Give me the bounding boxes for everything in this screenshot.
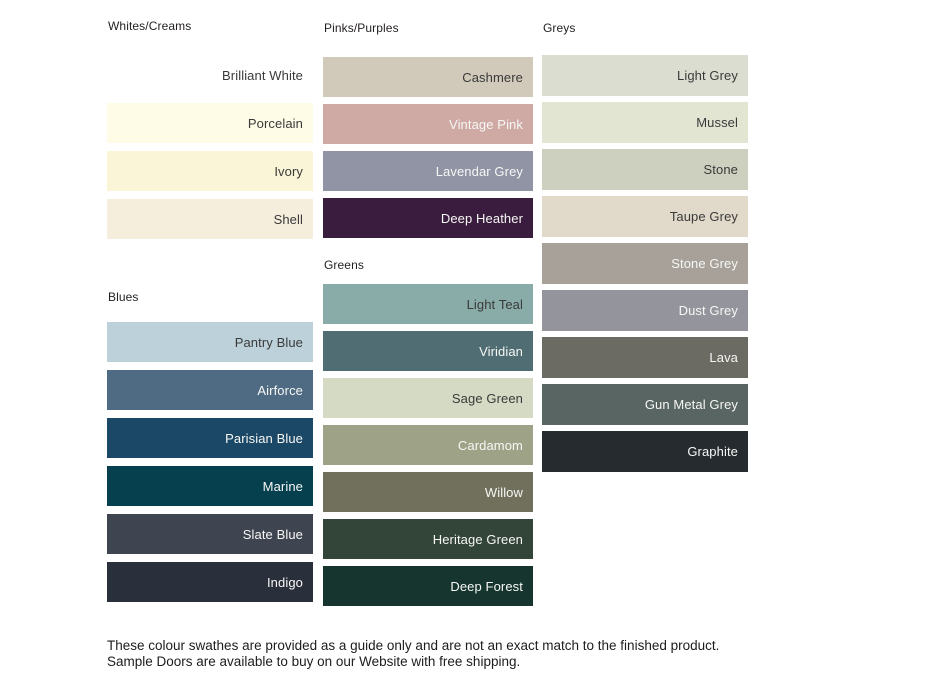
swatch-label-dust-grey: Dust Grey	[678, 303, 738, 318]
swatch-gun-metal-grey: Gun Metal Grey	[542, 384, 748, 425]
swatch-label-willow: Willow	[484, 484, 523, 500]
section-title-greens: Greens	[324, 258, 364, 272]
swatch-indigo: Indigo	[107, 562, 313, 602]
swatch-pantry-blue: Pantry Blue	[107, 322, 313, 362]
swatch-label-porcelain: Porcelain	[247, 115, 303, 131]
swatch-ivory: Ivory	[107, 151, 313, 191]
swatch-lavendar-grey: Lavendar Grey	[323, 151, 533, 191]
swatch-label-slate-blue: Slate Blue	[242, 526, 303, 542]
swatch-label-cardamom: Cardamom	[457, 437, 523, 453]
swatch-label-viridian: Viridian	[479, 343, 523, 359]
column-pinks-greens: Pinks/Purples Cashmere Vintage Pink Lavenda…	[323, 0, 533, 700]
swatch-porcelain: Porcelain	[107, 103, 313, 143]
section-title-pinks-purples: Pinks/Purples	[324, 21, 399, 35]
swatch-label-shell: Shell	[273, 211, 303, 227]
swatch-label-deep-heather: Deep Heather	[440, 210, 523, 226]
swatch-label-airforce: Airforce	[257, 382, 303, 398]
swatch-brilliant-white: Brilliant White	[107, 55, 313, 95]
column-greys: Greys Light Grey Mussel Stone Taupe Grey Ston…	[542, 0, 748, 700]
swatch-label-stone: Stone	[703, 162, 738, 177]
swatch-stone: Stone	[542, 149, 748, 190]
footer-disclaimer: These colour swathes are provided as a g…	[107, 638, 720, 670]
swatch-taupe-grey: Taupe Grey	[542, 196, 748, 237]
swatch-slate-blue: Slate Blue	[107, 514, 313, 554]
swatch-label-mussel: Mussel	[696, 115, 738, 130]
swatch-label-cashmere: Cashmere	[462, 69, 523, 85]
swatch-label-deep-forest: Deep Forest	[450, 578, 523, 594]
swatch-label-indigo: Indigo	[266, 574, 303, 590]
section-title-greys: Greys	[543, 21, 576, 35]
swatch-marine: Marine	[107, 466, 313, 506]
swatch-label-heritage-green: Heritage Green	[432, 531, 523, 547]
swatch-viridian: Viridian	[323, 331, 533, 371]
swatch-label-parisian-blue: Parisian Blue	[225, 430, 303, 446]
swatch-label-vintage-pink: Vintage Pink	[449, 116, 523, 132]
swatch-label-lavendar-grey: Lavendar Grey	[435, 163, 523, 179]
swatch-label-stone-grey: Stone Grey	[671, 256, 738, 271]
swatch-graphite: Graphite	[542, 431, 748, 472]
swatch-parisian-blue: Parisian Blue	[107, 418, 313, 458]
swatch-label-ivory: Ivory	[274, 163, 303, 179]
swatch-mussel: Mussel	[542, 102, 748, 143]
swatch-airforce: Airforce	[107, 370, 313, 410]
swatch-label-light-grey: Light Grey	[677, 68, 738, 83]
swatch-lava: Lava	[542, 337, 748, 378]
swatch-label-marine: Marine	[262, 478, 303, 494]
swatch-deep-forest: Deep Forest	[323, 566, 533, 606]
swatch-label-brilliant-white: Brilliant White	[222, 67, 303, 83]
section-title-blues: Blues	[108, 290, 139, 304]
section-title-whites-creams: Whites/Creams	[108, 19, 192, 33]
swatch-label-graphite: Graphite	[687, 444, 738, 459]
swatch-label-taupe-grey: Taupe Grey	[669, 209, 738, 224]
swatch-cardamom: Cardamom	[323, 425, 533, 465]
column-whites-blues: Whites/Creams Brilliant White Porcelain Ivo…	[107, 0, 313, 700]
swatch-heritage-green: Heritage Green	[323, 519, 533, 559]
swatch-stone-grey: Stone Grey	[542, 243, 748, 284]
swatch-vintage-pink: Vintage Pink	[323, 104, 533, 144]
swatch-deep-heather: Deep Heather	[323, 198, 533, 238]
swatch-label-gun-metal-grey: Gun Metal Grey	[644, 397, 738, 412]
swatch-label-light-teal: Light Teal	[466, 296, 523, 312]
swatch-light-grey: Light Grey	[542, 55, 748, 96]
swatch-label-lava: Lava	[709, 350, 738, 365]
swatch-cashmere: Cashmere	[323, 57, 533, 97]
swatch-label-sage-green: Sage Green	[451, 390, 523, 406]
swatch-willow: Willow	[323, 472, 533, 512]
swatch-sage-green: Sage Green	[323, 378, 533, 418]
swatch-dust-grey: Dust Grey	[542, 290, 748, 331]
swatch-light-teal: Light Teal	[323, 284, 533, 324]
swatch-shell: Shell	[107, 199, 313, 239]
swatch-label-pantry-blue: Pantry Blue	[234, 334, 303, 350]
